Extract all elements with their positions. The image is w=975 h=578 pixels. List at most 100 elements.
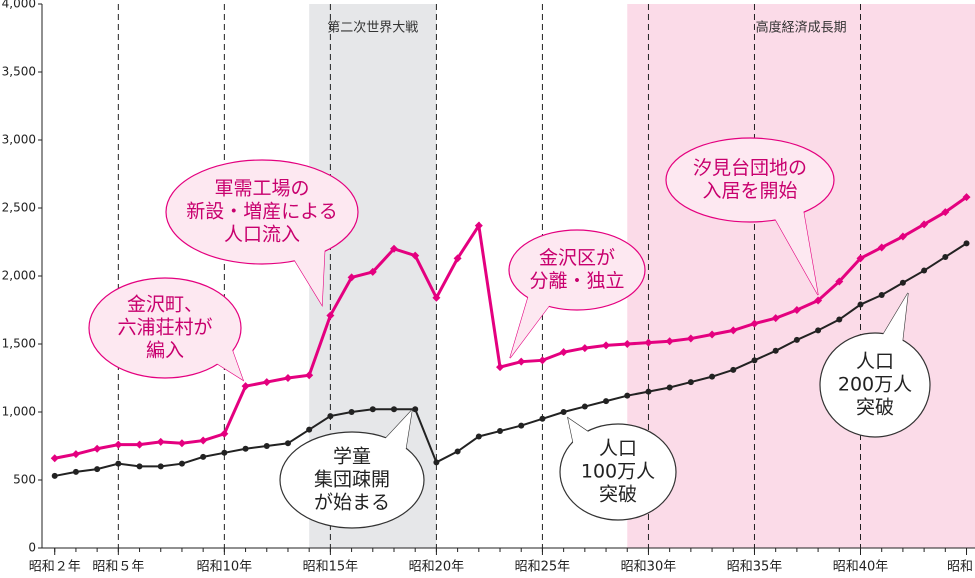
- callout-tail-fill: [773, 208, 818, 295]
- point: [115, 460, 122, 467]
- point-diamond: [750, 319, 759, 328]
- point: [899, 279, 906, 286]
- callout-tail-fill: [510, 293, 551, 358]
- point-diamond: [389, 244, 398, 253]
- callout-text: 人口: [856, 351, 894, 373]
- point-diamond: [920, 220, 929, 229]
- point-diamond: [199, 436, 208, 445]
- point: [454, 448, 461, 455]
- callout-text: 突破: [599, 484, 637, 506]
- point: [136, 463, 143, 470]
- point-diamond: [114, 440, 123, 449]
- point-diamond: [559, 348, 568, 357]
- point-diamond: [411, 251, 420, 260]
- point: [475, 433, 482, 440]
- callout-text: 編入: [146, 340, 184, 362]
- point-diamond: [347, 273, 356, 282]
- y-tick-label: 2,500: [2, 201, 36, 215]
- callout-text: 新設・増産による: [186, 201, 337, 223]
- point: [603, 398, 610, 405]
- point: [539, 415, 546, 422]
- callout-tail-fill: [568, 418, 592, 447]
- point-diamond: [156, 437, 165, 446]
- point-diamond: [177, 439, 186, 448]
- point-diamond: [135, 440, 144, 449]
- callout-text: 金沢町、: [127, 294, 203, 316]
- series-line: [54, 195, 968, 460]
- point-diamond: [50, 454, 59, 463]
- callout-text: 汐見台団地の: [693, 157, 807, 179]
- point-diamond: [538, 356, 547, 365]
- x-tick-label: 昭和: [947, 560, 973, 575]
- point-diamond: [241, 382, 250, 391]
- point: [815, 327, 822, 334]
- point: [772, 347, 779, 354]
- point-diamond: [305, 371, 314, 380]
- point-diamond: [898, 232, 907, 241]
- point: [687, 379, 694, 386]
- point: [497, 428, 504, 435]
- callout-tail-fill: [292, 245, 325, 305]
- region-label: 高度経済成長期: [756, 20, 847, 36]
- point: [157, 463, 164, 470]
- point: [666, 384, 673, 391]
- callout-bubble: [88, 277, 242, 379]
- point-diamond: [71, 450, 80, 459]
- x-tick-label: 昭和25年: [515, 560, 571, 575]
- point: [200, 453, 207, 460]
- point: [921, 267, 928, 274]
- point: [242, 445, 249, 452]
- x-tick-label: 昭和10年: [197, 560, 253, 575]
- callout-text: 分離・独立: [529, 270, 624, 292]
- point-diamond: [665, 337, 674, 346]
- x-tick-label: 昭和30年: [621, 560, 677, 575]
- point-diamond: [368, 267, 377, 276]
- point: [72, 468, 79, 475]
- point: [221, 449, 228, 456]
- callout-bubble: [559, 423, 677, 521]
- point: [793, 336, 800, 343]
- callout-tail-fill: [881, 293, 908, 345]
- point: [51, 472, 58, 479]
- point: [645, 388, 652, 395]
- point: [709, 373, 716, 380]
- point-diamond: [962, 193, 971, 202]
- callout-bubble: [165, 159, 359, 265]
- callout-text: 入居を開始: [702, 180, 797, 202]
- point-diamond: [283, 374, 292, 382]
- callout-text: 突破: [856, 397, 894, 419]
- callout-text: 六浦荘村が: [117, 317, 212, 339]
- y-tick-label: 1,000: [2, 405, 36, 419]
- region: [627, 4, 975, 548]
- callout-tail-fill: [383, 410, 412, 454]
- point: [412, 406, 419, 413]
- callout-text: 学童: [333, 446, 371, 468]
- x-tick-label: 昭和15年: [303, 560, 359, 575]
- point: [284, 440, 291, 447]
- point-diamond: [814, 296, 823, 305]
- callout-text: 200万人: [838, 374, 912, 396]
- callout-bubble: [819, 332, 931, 438]
- callout-text: 人口: [599, 438, 637, 460]
- point: [836, 316, 843, 323]
- point: [624, 392, 631, 399]
- callout-text: 軍需工場の: [214, 178, 309, 200]
- callout-bubble: [279, 431, 425, 529]
- point: [306, 426, 313, 433]
- point: [963, 240, 970, 247]
- point-diamond: [877, 243, 886, 252]
- point: [94, 466, 101, 473]
- point-diamond: [792, 306, 801, 314]
- point: [751, 357, 758, 364]
- point: [327, 413, 334, 420]
- point-diamond: [326, 311, 335, 320]
- x-tick-label: 昭和20年: [409, 560, 465, 575]
- point: [433, 459, 440, 466]
- y-tick-label: 1,500: [2, 337, 36, 351]
